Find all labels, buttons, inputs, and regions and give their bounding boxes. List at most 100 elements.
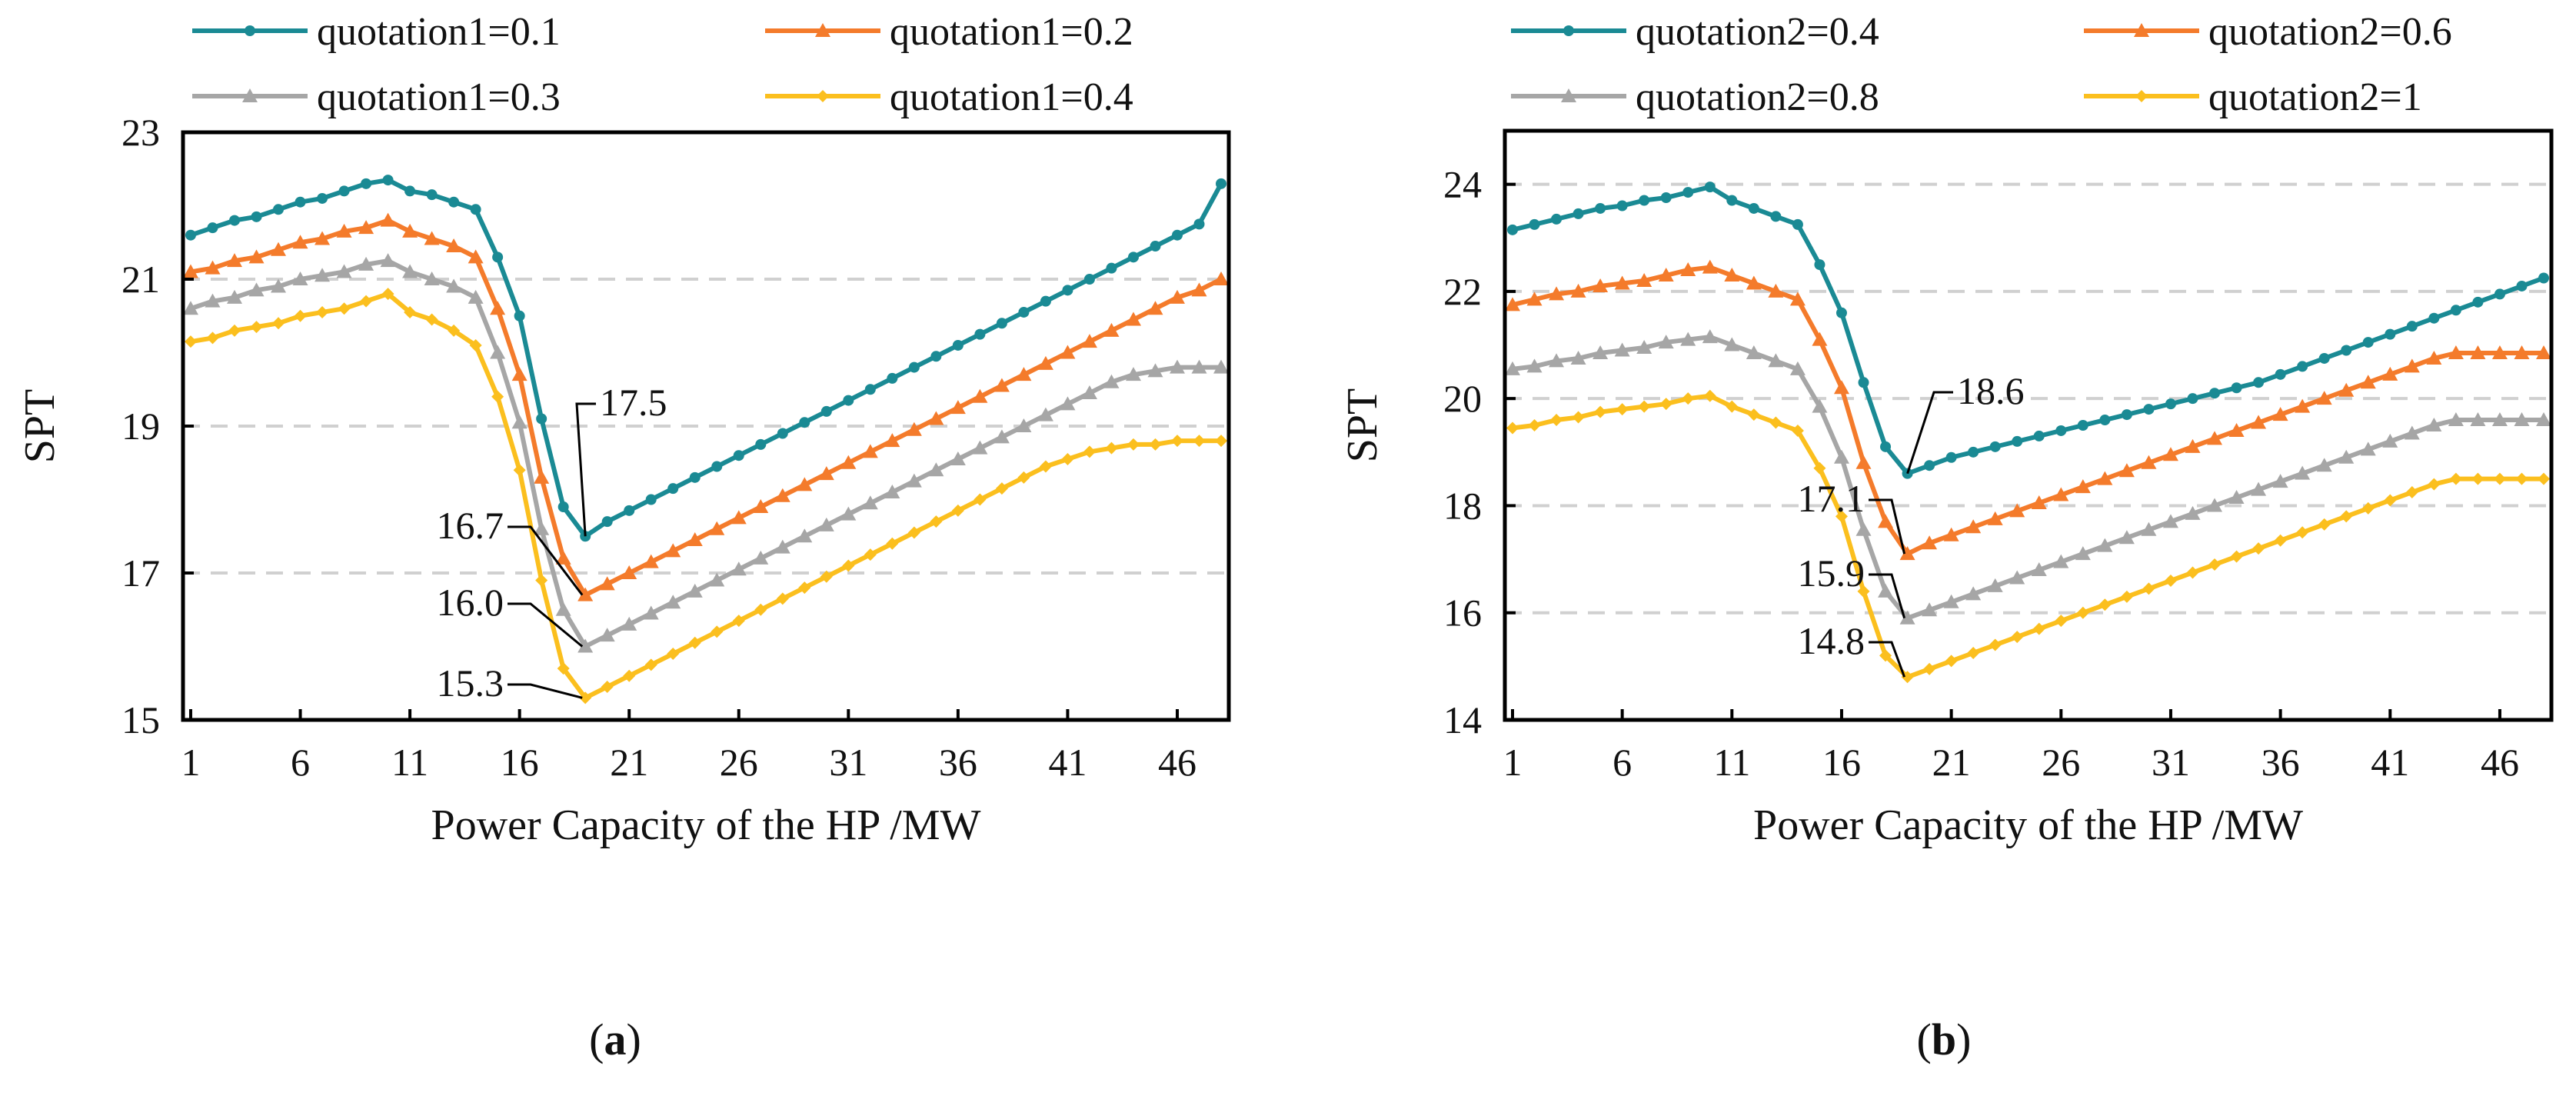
- data-point: [2406, 321, 2418, 332]
- data-point: [206, 331, 219, 345]
- data-point: [2514, 412, 2530, 427]
- data-point: [2385, 328, 2396, 340]
- data-point: [273, 204, 285, 215]
- data-point: [2231, 382, 2242, 394]
- data-point: [315, 231, 331, 245]
- data-point: [2097, 538, 2113, 552]
- data-point: [2384, 494, 2397, 507]
- data-point: [2118, 530, 2135, 545]
- data-point: [2075, 546, 2091, 561]
- data-point: [2186, 566, 2199, 579]
- legend-label-4: quotation1=0.4: [890, 75, 1133, 119]
- data-point: [1614, 342, 1630, 357]
- data-point: [1106, 262, 1117, 274]
- data-point: [2228, 490, 2245, 505]
- data-point: [1191, 282, 1207, 297]
- data-point: [2053, 554, 2069, 568]
- data-point: [1704, 182, 1716, 193]
- data-point: [820, 405, 832, 417]
- data-point: [292, 272, 308, 285]
- annotation-leader: [1869, 498, 1906, 555]
- data-point: [1768, 283, 1784, 298]
- data-point: [1193, 218, 1205, 230]
- data-point: [972, 440, 988, 455]
- data-point: [1171, 229, 1183, 241]
- data-point: [2338, 382, 2355, 397]
- data-point: [709, 572, 725, 587]
- data-point: [709, 521, 725, 535]
- data-point: [1170, 435, 1183, 448]
- data-point: [1061, 452, 1074, 465]
- data-point: [1550, 414, 1563, 427]
- data-point: [1526, 358, 1543, 373]
- data-point: [2472, 296, 2484, 308]
- data-point: [2187, 393, 2198, 405]
- legend-marker: [817, 90, 829, 102]
- annotation-label: 17.1: [1798, 477, 1865, 520]
- data-point: [1213, 272, 1230, 285]
- data-point: [842, 559, 855, 572]
- data-point: [928, 411, 944, 425]
- data-point: [797, 477, 813, 491]
- data-point: [993, 378, 1010, 392]
- data-point: [2362, 337, 2374, 348]
- data-point: [2275, 368, 2286, 380]
- data-point: [665, 595, 681, 609]
- data-point: [1724, 268, 1740, 282]
- legend-label-2: quotation1=0.2: [890, 10, 1133, 54]
- data-point: [2185, 505, 2201, 520]
- data-point: [1769, 416, 1782, 429]
- annotation-leader: [1869, 573, 1906, 619]
- data-point: [511, 367, 528, 381]
- annotation-label: 18.6: [1957, 369, 2025, 412]
- caption-b: (b): [1916, 1014, 1972, 1064]
- data-point: [1191, 359, 1207, 374]
- data-point: [2076, 606, 2089, 619]
- data-point: [2011, 631, 2024, 644]
- data-point: [1680, 331, 1696, 346]
- x-tick-label: 26: [720, 741, 758, 784]
- data-point: [755, 438, 767, 450]
- data-point: [470, 204, 481, 215]
- data-point: [1879, 649, 1892, 662]
- data-point: [2055, 615, 2068, 628]
- legend-label-1: quotation2=0.4: [1636, 10, 1879, 54]
- data-point: [1549, 353, 1565, 368]
- data-point: [182, 301, 198, 315]
- data-point: [733, 450, 744, 461]
- y-tick-label: 22: [1443, 270, 1482, 313]
- data-point: [2316, 391, 2332, 405]
- x-tick-label: 46: [2481, 741, 2519, 784]
- data-point: [271, 242, 287, 256]
- data-point: [884, 484, 900, 498]
- data-point: [2360, 441, 2376, 456]
- data-point: [315, 268, 331, 282]
- data-point: [1016, 418, 1032, 432]
- data-point: [446, 278, 462, 293]
- data-point: [1570, 283, 1586, 298]
- data-point: [2491, 345, 2508, 359]
- data-point: [908, 361, 920, 373]
- data-point: [906, 473, 922, 488]
- data-point: [667, 483, 679, 495]
- legend-label-1: quotation1=0.1: [317, 10, 561, 54]
- data-point: [1945, 655, 1958, 668]
- data-point: [1551, 213, 1563, 225]
- data-point: [2209, 388, 2221, 399]
- data-point: [424, 231, 440, 245]
- data-point: [338, 302, 351, 315]
- legend-marker: [2134, 23, 2149, 37]
- data-point: [2121, 409, 2132, 421]
- data-point: [2098, 598, 2112, 611]
- data-point: [1746, 275, 1762, 290]
- data-point: [1899, 610, 1915, 625]
- legend-marker: [815, 23, 830, 37]
- data-point: [1040, 295, 1051, 307]
- data-point: [1812, 398, 1828, 413]
- data-point: [886, 537, 899, 550]
- y-tick-label: 24: [1443, 163, 1482, 206]
- data-point: [2404, 425, 2420, 440]
- data-point: [1943, 527, 1959, 541]
- data-point: [295, 196, 306, 208]
- data-point: [2272, 474, 2288, 488]
